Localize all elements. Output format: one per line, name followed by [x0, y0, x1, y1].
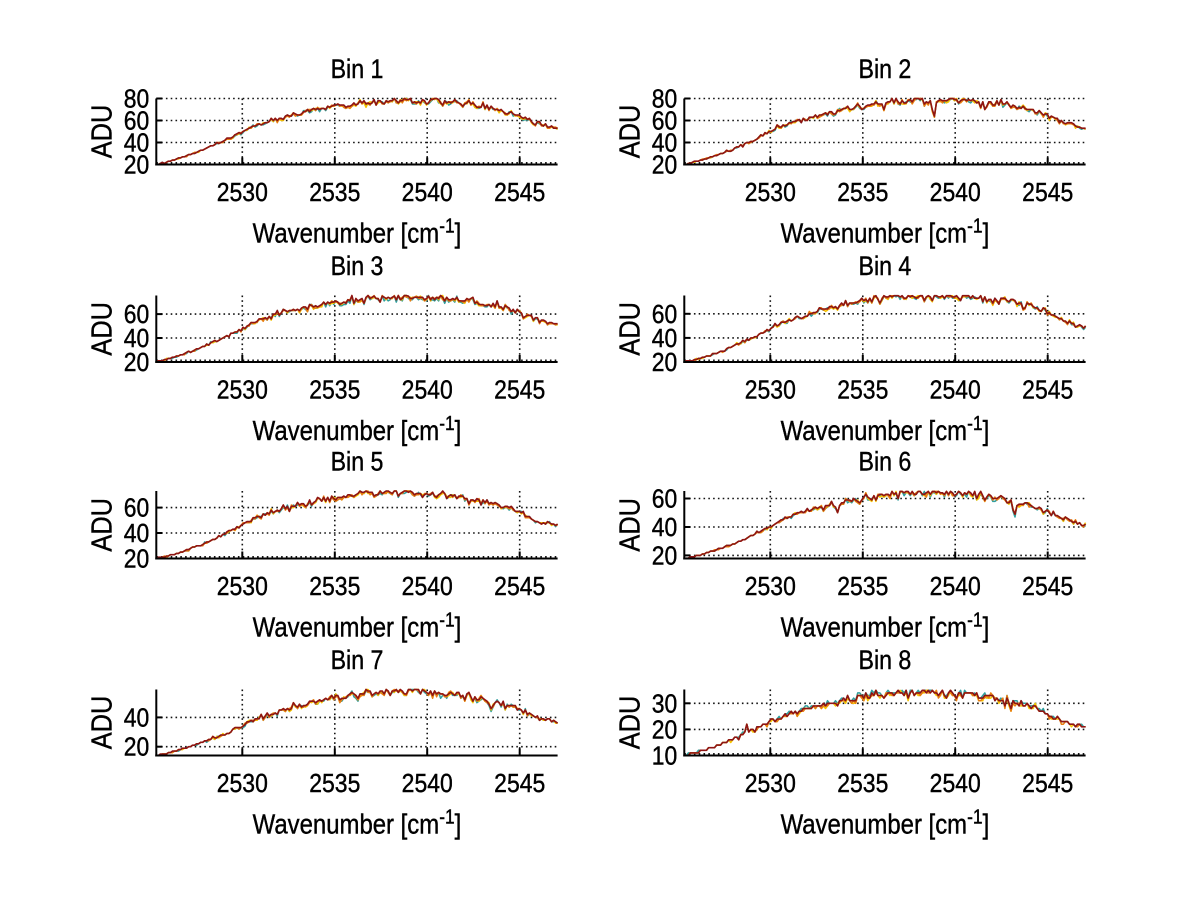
svg-text:2530: 2530 [217, 573, 268, 601]
svg-text:Bin 1: Bin 1 [331, 55, 384, 85]
svg-text:2530: 2530 [745, 376, 796, 404]
svg-text:Wavenumber [cm-1]: Wavenumber [cm-1] [781, 805, 990, 840]
svg-text:2545: 2545 [494, 770, 545, 798]
svg-text:60: 60 [124, 495, 150, 523]
svg-text:40: 40 [652, 514, 678, 542]
svg-text:Wavenumber [cm-1]: Wavenumber [cm-1] [781, 608, 990, 643]
svg-text:2530: 2530 [745, 770, 796, 798]
svg-text:ADU: ADU [613, 696, 646, 750]
svg-text:20: 20 [124, 349, 150, 377]
svg-text:10: 10 [652, 742, 678, 770]
svg-text:20: 20 [652, 542, 678, 570]
svg-text:2545: 2545 [1022, 770, 1073, 798]
svg-text:Bin 7: Bin 7 [331, 646, 384, 676]
svg-text:2540: 2540 [930, 573, 981, 601]
svg-text:40: 40 [124, 520, 150, 548]
svg-text:40: 40 [124, 129, 150, 157]
svg-text:30: 30 [652, 690, 678, 718]
svg-text:2535: 2535 [837, 770, 888, 798]
svg-text:20: 20 [652, 349, 678, 377]
svg-text:60: 60 [652, 301, 678, 329]
svg-text:2540: 2540 [402, 179, 453, 207]
svg-text:40: 40 [652, 129, 678, 157]
svg-text:2540: 2540 [402, 573, 453, 601]
svg-text:2545: 2545 [1022, 573, 1073, 601]
svg-text:ADU: ADU [613, 498, 646, 552]
svg-text:20: 20 [124, 151, 150, 179]
svg-text:20: 20 [652, 151, 678, 179]
svg-text:2530: 2530 [745, 179, 796, 207]
svg-text:2540: 2540 [930, 770, 981, 798]
svg-text:2540: 2540 [402, 376, 453, 404]
svg-text:2545: 2545 [494, 376, 545, 404]
svg-text:Bin 2: Bin 2 [858, 55, 911, 85]
svg-text:ADU: ADU [613, 302, 646, 356]
svg-text:2535: 2535 [837, 376, 888, 404]
svg-text:Bin 3: Bin 3 [331, 252, 384, 282]
svg-text:Wavenumber [cm-1]: Wavenumber [cm-1] [253, 412, 462, 447]
svg-text:2545: 2545 [1022, 376, 1073, 404]
svg-text:Bin 6: Bin 6 [858, 447, 911, 477]
svg-text:2540: 2540 [402, 770, 453, 798]
svg-text:2545: 2545 [494, 573, 545, 601]
svg-text:60: 60 [124, 301, 150, 329]
svg-text:20: 20 [124, 734, 150, 762]
svg-text:Bin 8: Bin 8 [858, 646, 911, 676]
svg-text:40: 40 [652, 325, 678, 353]
svg-text:2530: 2530 [217, 770, 268, 798]
svg-text:2530: 2530 [217, 376, 268, 404]
svg-text:2535: 2535 [837, 573, 888, 601]
svg-text:Bin 5: Bin 5 [331, 447, 384, 477]
svg-text:80: 80 [124, 85, 150, 113]
svg-text:2540: 2540 [930, 376, 981, 404]
svg-text:60: 60 [124, 107, 150, 135]
svg-text:20: 20 [652, 716, 678, 744]
svg-text:2545: 2545 [494, 179, 545, 207]
svg-text:60: 60 [652, 485, 678, 513]
svg-text:2530: 2530 [217, 179, 268, 207]
svg-text:Wavenumber [cm-1]: Wavenumber [cm-1] [253, 805, 462, 840]
svg-text:2535: 2535 [309, 179, 360, 207]
svg-text:40: 40 [124, 704, 150, 732]
svg-text:2540: 2540 [930, 179, 981, 207]
svg-text:Wavenumber [cm-1]: Wavenumber [cm-1] [253, 214, 462, 249]
svg-text:ADU: ADU [85, 696, 118, 750]
svg-text:Wavenumber [cm-1]: Wavenumber [cm-1] [781, 214, 990, 249]
svg-text:20: 20 [124, 545, 150, 573]
svg-text:60: 60 [652, 107, 678, 135]
svg-text:ADU: ADU [85, 302, 118, 356]
svg-text:2535: 2535 [309, 770, 360, 798]
svg-text:Bin 4: Bin 4 [858, 252, 911, 282]
svg-text:Wavenumber [cm-1]: Wavenumber [cm-1] [253, 608, 462, 643]
svg-text:2535: 2535 [309, 376, 360, 404]
svg-text:ADU: ADU [85, 498, 118, 552]
svg-text:40: 40 [124, 325, 150, 353]
svg-text:80: 80 [652, 85, 678, 113]
svg-text:2535: 2535 [837, 179, 888, 207]
svg-text:2535: 2535 [309, 573, 360, 601]
svg-text:ADU: ADU [85, 105, 118, 159]
svg-text:2545: 2545 [1022, 179, 1073, 207]
svg-text:ADU: ADU [613, 105, 646, 159]
svg-text:2530: 2530 [745, 573, 796, 601]
svg-text:Wavenumber [cm-1]: Wavenumber [cm-1] [781, 412, 990, 447]
